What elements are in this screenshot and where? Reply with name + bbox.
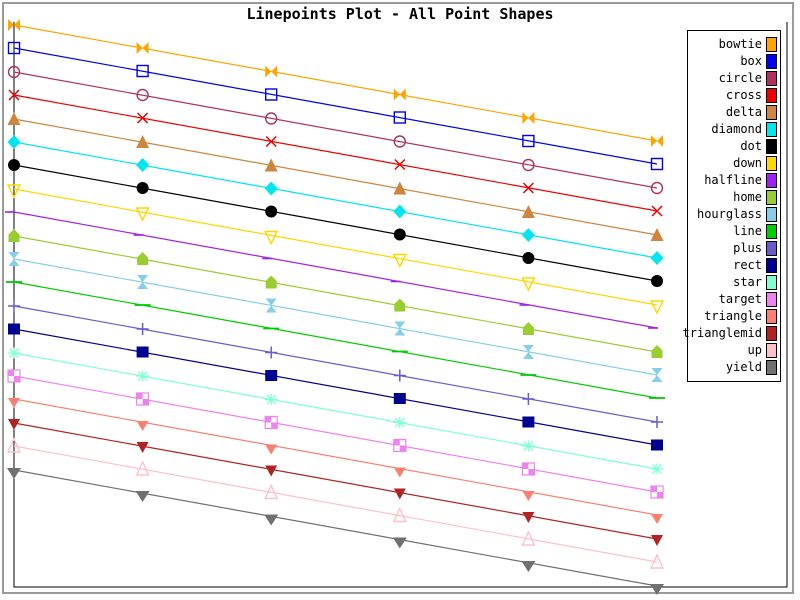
chart-title: Linepoints Plot - All Point Shapes [246,5,554,23]
series-triangle [8,398,663,524]
legend-label: star [733,275,762,289]
legend-label: diamond [711,122,762,136]
series-halfline [5,211,658,329]
legend-swatch [766,122,777,137]
legend-label: cross [725,88,762,102]
series-bowtie [8,19,663,147]
legend-label: hourglass [696,207,762,221]
legend-item-line: line [691,223,777,240]
series-star [7,347,664,475]
legend-swatch [766,71,777,86]
legend-label: halfline [704,173,762,187]
legend-item-hourglass: hourglass [691,206,777,223]
series-box [7,41,664,171]
series-line [6,281,665,399]
legend-swatch [766,173,777,188]
legend: bowtie box circle cross delta diamond dot down h… [683,30,781,382]
legend-swatch [766,88,777,103]
series-plus [8,300,663,428]
legend-item-dot: dot [691,138,777,155]
series-down [6,184,665,315]
legend-item-box: box [691,53,777,70]
legend-item-rect: rect [691,257,777,274]
legend-item-yield: yield [691,359,777,376]
legend-label: yield [725,360,762,374]
series-delta [7,112,664,241]
series-target [7,369,664,499]
series-hourglass [8,252,663,382]
legend-item-triangle: triangle [691,308,777,325]
legend-item-delta: delta [691,104,777,121]
legend-swatch [766,37,777,52]
legend-swatch [766,292,777,307]
series-dot [8,159,663,287]
legend-label: line [733,224,762,238]
legend-swatch [766,224,777,239]
legend-item-target: target [691,291,777,308]
series-circle [7,65,664,195]
legend-swatch [766,258,777,273]
legend-item-down: down [691,155,777,172]
legend-swatch [766,139,777,154]
legend-item-circle: circle [691,70,777,87]
legend-label: trianglemid [682,326,762,340]
legend-label: down [733,156,762,170]
legend-item-diamond: diamond [691,121,777,138]
series-cross [8,89,663,217]
legend-item-cross: cross [691,87,777,104]
legend-swatch [766,360,777,375]
legend-label: rect [733,258,762,272]
legend-swatch [766,326,777,341]
legend-label: home [733,190,762,204]
legend-swatch [766,156,777,171]
legend-label: dot [740,139,762,153]
legend-swatch [766,207,777,222]
series-trianglemid [8,419,663,546]
legend-item-home: home [691,189,777,206]
series-home [8,229,663,358]
legend-label: plus [733,241,762,255]
legend-item-bowtie: bowtie [691,36,777,53]
series-yield [7,468,664,595]
legend-item-trianglemid: trianglemid [683,325,777,342]
legend-item-up: up [691,342,777,359]
series-up [6,437,665,569]
series-rect [8,323,663,451]
legend-label: circle [718,71,762,85]
legend-item-star: star [691,274,777,291]
legend-swatch [766,54,777,69]
series-diamond [7,135,664,265]
legend-item-halfline: halfline [691,172,777,189]
legend-swatch [766,343,777,358]
legend-label: delta [725,105,762,119]
legend-swatch [766,275,777,290]
legend-swatch [766,105,777,120]
legend-label: bowtie [718,37,762,51]
legend-item-plus: plus [691,240,777,257]
legend-swatch [766,241,777,256]
legend-label: up [747,343,762,357]
legend-label: triangle [704,309,762,323]
legend-label: box [740,54,762,68]
legend-label: target [718,292,762,306]
legend-swatch [766,190,777,205]
legend-swatch [766,309,777,324]
